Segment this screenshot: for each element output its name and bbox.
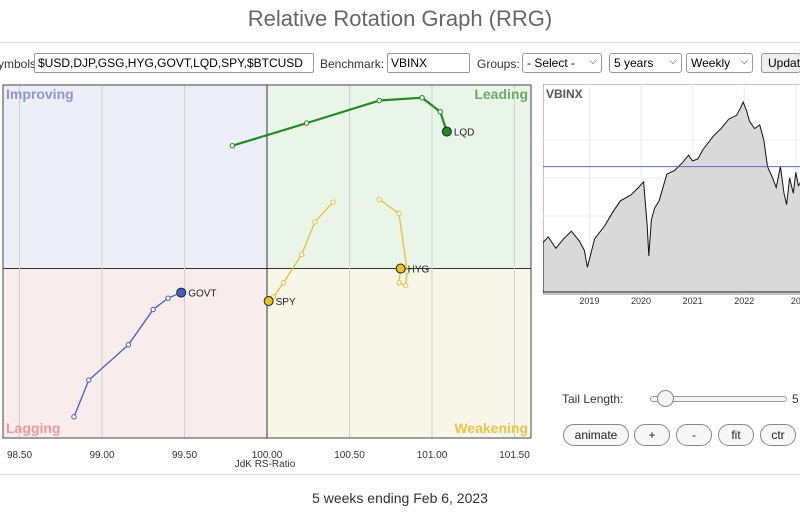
benchmark-x-tick-label: 2020 xyxy=(631,296,651,306)
tail-point xyxy=(396,279,402,286)
vertical-gridlines xyxy=(19,85,515,438)
x-tick-label: 101.00 xyxy=(417,450,448,461)
groups-select[interactable]: - Select - ⌵ xyxy=(522,53,602,73)
tail-point xyxy=(71,414,77,420)
tail-point xyxy=(150,306,156,313)
plot-frame xyxy=(2,84,532,439)
tail-line xyxy=(232,96,448,147)
tail-point xyxy=(437,109,443,115)
tail-govt[interactable]: GOVT xyxy=(71,287,217,420)
frequency-select-value: Weekly xyxy=(691,56,731,70)
benchmark-label: Benchmark: xyxy=(320,57,385,71)
update-button[interactable]: Updat xyxy=(761,53,800,73)
tail-point xyxy=(312,219,318,225)
quadrant-label-weakening: Weakening xyxy=(454,420,528,436)
quadrant-leading xyxy=(267,85,531,269)
quadrant-lagging xyxy=(3,268,267,438)
tail-length-value: 5 xyxy=(792,392,799,406)
rrg-chart[interactable]: Improving Leading Lagging Weakening LQD G… xyxy=(0,80,540,472)
tail-point xyxy=(402,282,409,289)
quadrant-label-improving: Improving xyxy=(6,86,74,102)
tail-label: SPY xyxy=(276,297,296,308)
tail-point xyxy=(229,143,236,149)
tail-head[interactable] xyxy=(395,263,406,274)
chevron-down-icon: ⌵ xyxy=(669,56,677,67)
tail-point xyxy=(298,251,305,258)
tail-point xyxy=(419,95,425,101)
symbols-input[interactable] xyxy=(34,53,314,73)
benchmark-input[interactable] xyxy=(387,53,470,73)
tail-point xyxy=(396,210,402,217)
quadrant-label-lagging: Lagging xyxy=(6,420,60,436)
tail-lqd[interactable]: LQD xyxy=(229,95,475,149)
zoom-out-button[interactable]: - xyxy=(676,424,712,446)
page-title: Relative Rotation Graph (RRG) xyxy=(247,6,553,31)
period-select[interactable]: 5 years ⌵ xyxy=(609,53,682,73)
tail-point xyxy=(330,199,336,205)
animate-button[interactable]: animate xyxy=(563,424,629,446)
center-button[interactable]: ctr xyxy=(760,424,796,446)
tail-length-label: Tail Length: xyxy=(562,392,624,406)
tail-label: HYG xyxy=(408,265,430,276)
benchmark-price-area xyxy=(543,100,800,293)
tail-length-slider[interactable] xyxy=(650,396,787,402)
x-tick-label: 100.50 xyxy=(334,450,365,461)
benchmark-x-tick-label: 2021 xyxy=(683,296,703,306)
tail-point xyxy=(404,268,410,275)
header-divider xyxy=(0,42,800,43)
tail-point xyxy=(165,295,171,301)
x-axis-label: JdK RS-Ratio xyxy=(235,459,296,470)
chevron-down-icon: ⌵ xyxy=(740,56,748,67)
x-tick-label: 98.50 xyxy=(7,450,32,461)
tail-point xyxy=(376,97,382,104)
quadrant-weakening xyxy=(267,268,531,438)
benchmark-x-ticks: 2019 2020 2021 2022 20 xyxy=(579,296,800,306)
benchmark-x-tick-label: 20 xyxy=(791,296,800,306)
groups-select-value: - Select - xyxy=(527,56,576,70)
tail-point xyxy=(376,196,382,203)
tail-length-slider-handle[interactable] xyxy=(656,390,674,407)
benchmark-x-tick-label: 2019 xyxy=(579,296,599,306)
chevron-down-icon: ⌵ xyxy=(589,56,597,67)
x-tick-label: 100.00 xyxy=(252,450,283,461)
frequency-select[interactable]: Weekly ⌵ xyxy=(686,53,753,73)
benchmark-x-tick-label: 2022 xyxy=(734,296,754,306)
x-axis-ticks: 98.50 99.00 99.50 100.00 100.50 101.00 101.50 xyxy=(7,450,530,461)
tail-point xyxy=(303,120,310,126)
tail-point xyxy=(86,377,92,383)
quadrant-label-leading: Leading xyxy=(474,86,528,102)
zoom-in-button[interactable]: + xyxy=(634,424,670,446)
period-caption: 5 weeks ending Feb 6, 2023 xyxy=(312,490,488,506)
quadrant-improving xyxy=(3,85,267,269)
x-tick-label: 99.50 xyxy=(172,450,197,461)
footer-divider xyxy=(0,474,800,475)
tail-spy[interactable]: SPY xyxy=(263,199,336,308)
benchmark-title: VBINX xyxy=(546,87,583,101)
tail-head[interactable] xyxy=(441,126,452,137)
fit-button[interactable]: fit xyxy=(718,424,754,446)
period-select-value: 5 years xyxy=(614,56,654,70)
tail-head[interactable] xyxy=(263,296,274,307)
rotation-tails: LQD GOVT HYG SPY xyxy=(71,95,475,420)
tail-point xyxy=(280,279,287,286)
tail-label: GOVT xyxy=(188,289,216,300)
tail-head[interactable] xyxy=(176,287,187,298)
benchmark-chart: VBINX 2019 2020 2021 2022 20 xyxy=(543,84,800,306)
tail-hyg[interactable]: HYG xyxy=(376,196,430,289)
toolbar: ymbols: Benchmark: Groups: - Select - ⌵ … xyxy=(0,53,800,75)
x-tick-label: 99.00 xyxy=(89,450,114,461)
x-tick-label: 101.50 xyxy=(499,450,530,461)
tail-point xyxy=(125,342,132,348)
symbols-label: ymbols: xyxy=(0,57,40,71)
groups-label: Groups: xyxy=(477,57,520,71)
tail-label: LQD xyxy=(454,128,475,139)
